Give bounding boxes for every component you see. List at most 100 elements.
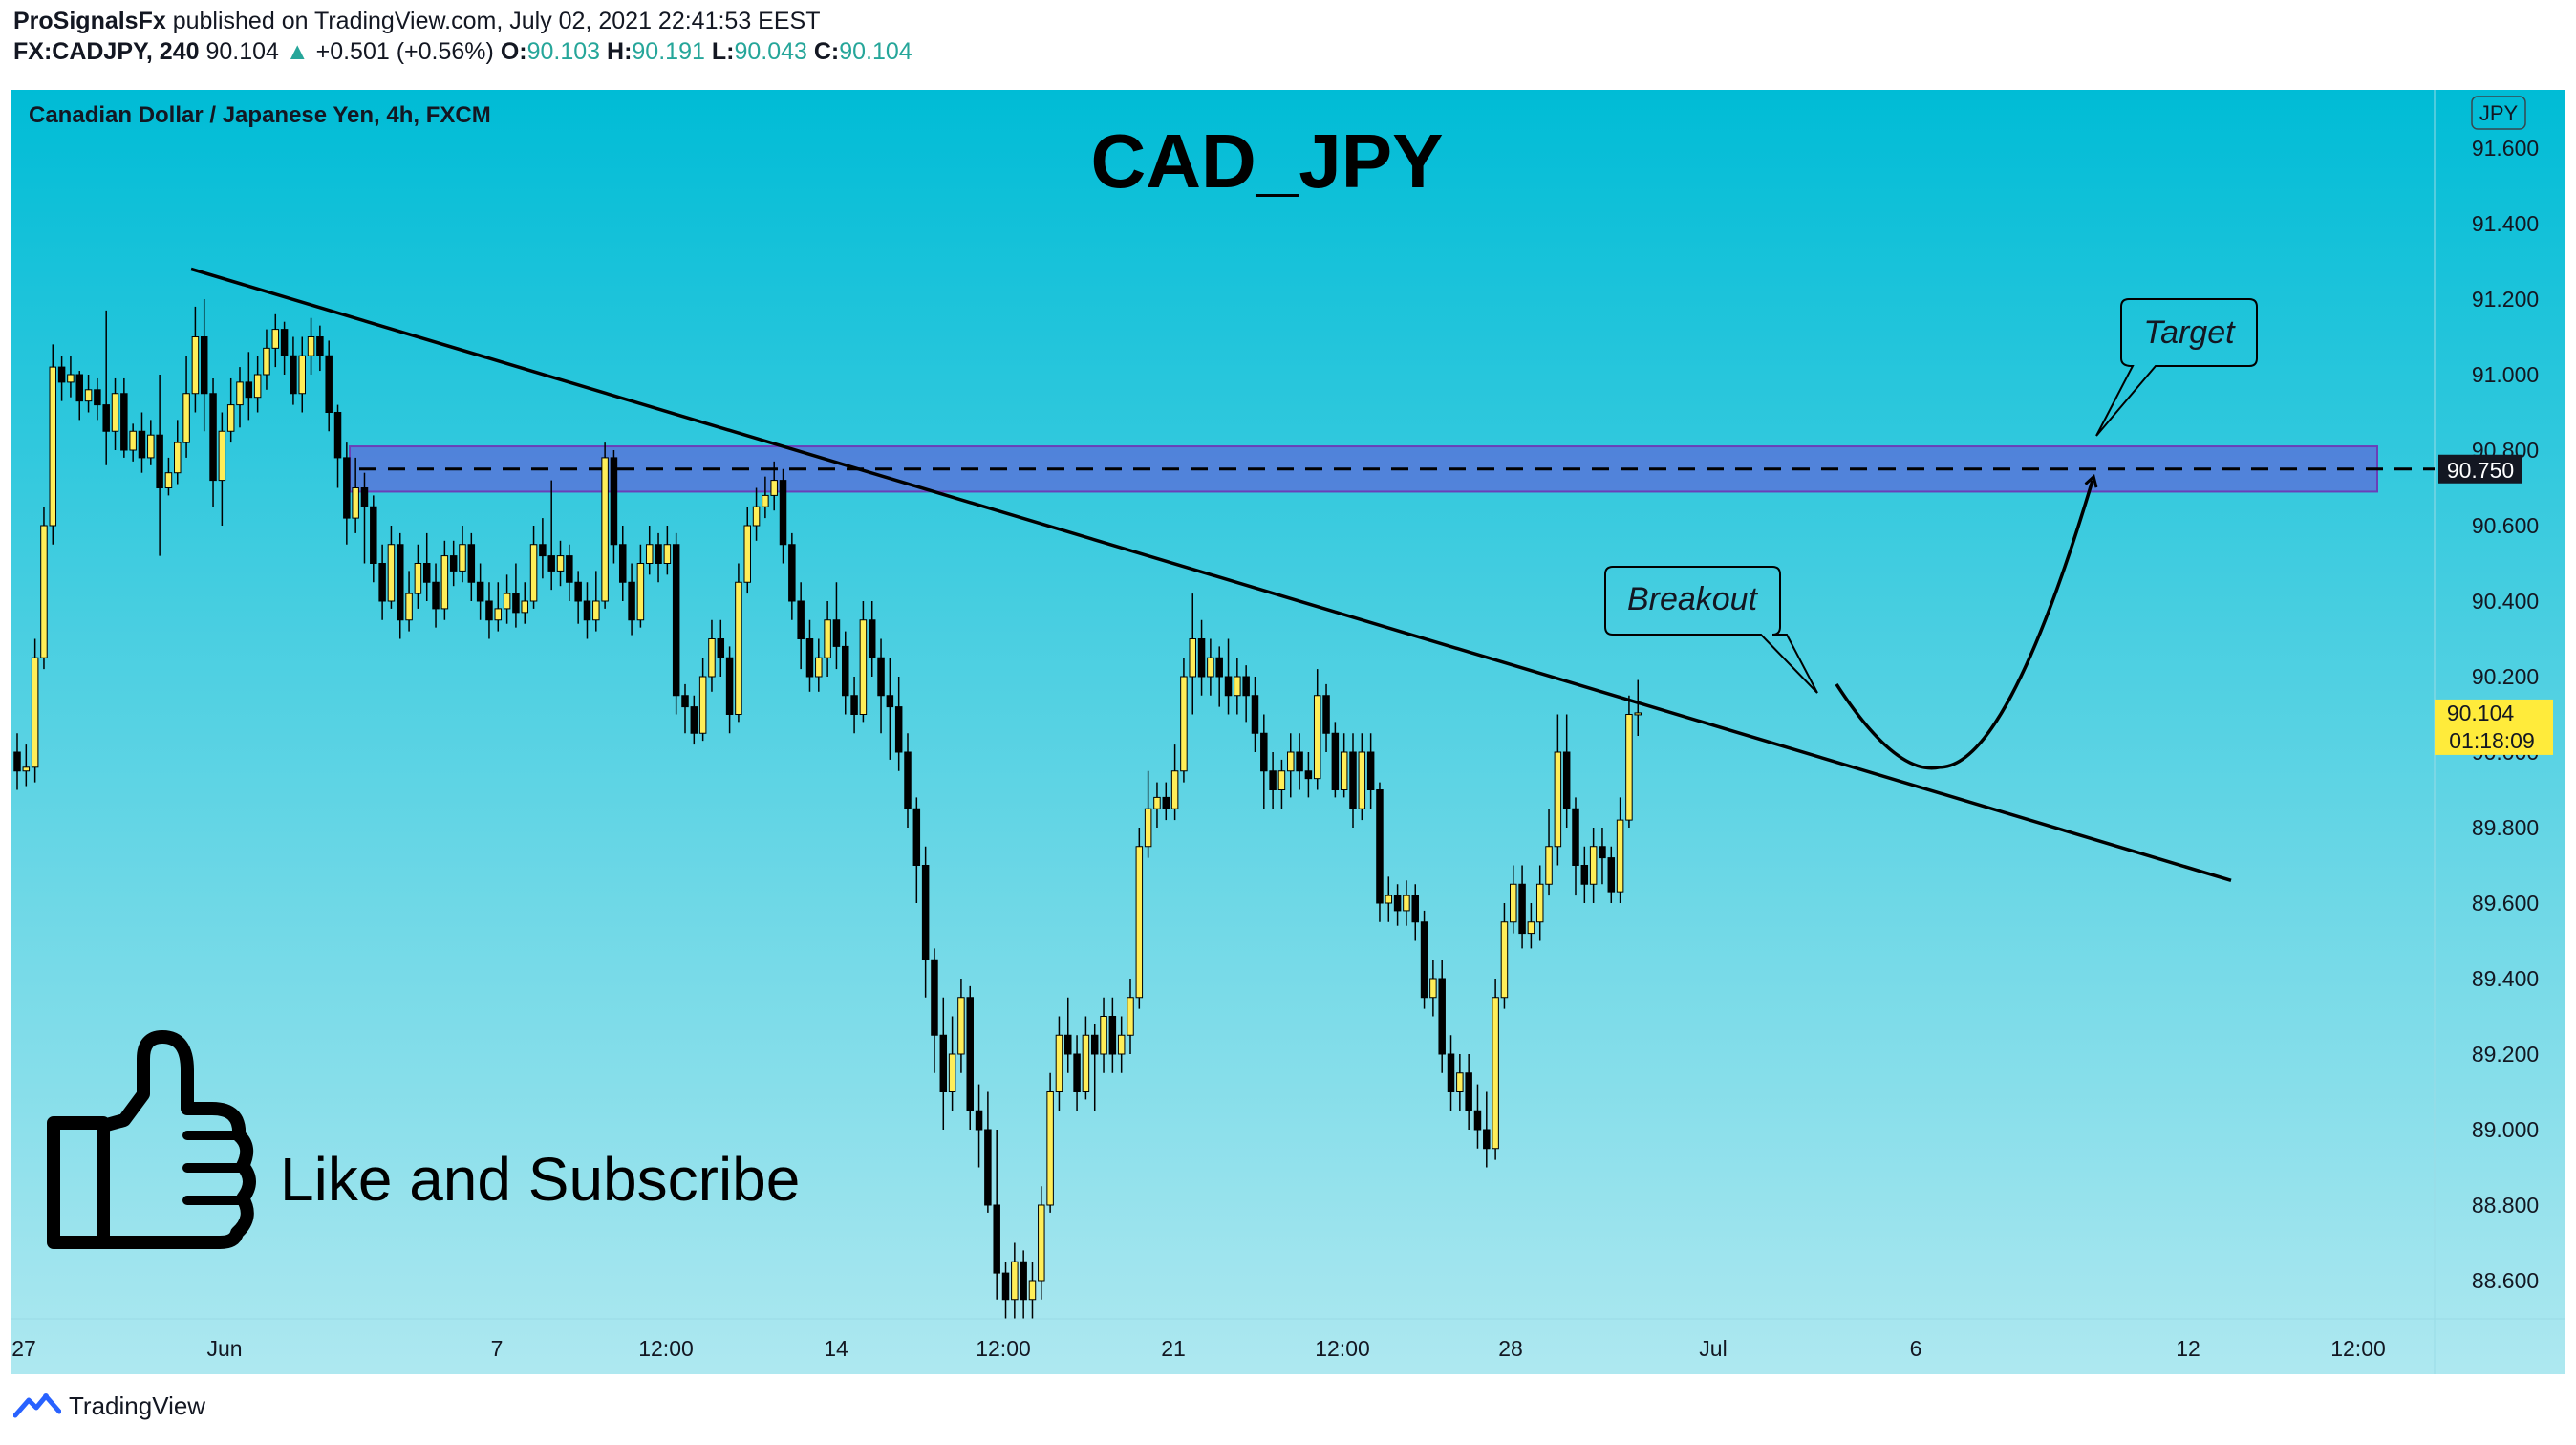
candle	[1411, 884, 1419, 941]
candle-body-up	[503, 593, 511, 610]
breakout-callout[interactable]: Breakout	[1604, 566, 1818, 694]
candle	[111, 377, 119, 450]
candle-body-down	[832, 619, 841, 647]
candle	[628, 563, 635, 636]
candle	[939, 997, 948, 1130]
candle-body-down	[485, 600, 493, 621]
candle-body-down	[512, 593, 520, 614]
candle	[209, 377, 217, 507]
candle-body-down	[1162, 796, 1170, 809]
candle	[566, 544, 573, 601]
candle-body-down	[842, 645, 849, 697]
candle-body-down	[1599, 846, 1606, 859]
candle-body-up	[1170, 770, 1179, 809]
candle-body-down	[717, 638, 725, 658]
candle	[1625, 695, 1633, 828]
candle	[1393, 884, 1402, 926]
footer-brand[interactable]: TradingView	[69, 1391, 206, 1420]
candle-body-down	[57, 366, 66, 383]
candle-body-down	[1376, 789, 1384, 904]
candle-body-down	[797, 600, 805, 639]
candle	[1429, 960, 1437, 1017]
candle-body-up	[957, 997, 965, 1055]
candle-body-up	[1403, 895, 1410, 912]
candle-body-up	[815, 657, 823, 678]
candle	[1589, 828, 1598, 903]
time-tick-label: 28	[1498, 1336, 1523, 1361]
candle	[1438, 960, 1446, 1073]
candle	[1260, 714, 1268, 809]
overlay-title: CAD_JPY	[1090, 119, 1443, 204]
candle	[325, 340, 333, 432]
candle-body-down	[779, 480, 787, 546]
author-name[interactable]: ProSignalsFx	[13, 8, 166, 34]
candle	[494, 582, 503, 632]
candle-body-down	[1020, 1261, 1027, 1301]
candle-body-down	[886, 695, 894, 708]
candle	[770, 461, 778, 511]
candle	[1304, 752, 1313, 798]
candle-body-down	[725, 657, 734, 715]
candle-body-down	[1572, 808, 1579, 866]
candle	[102, 310, 110, 465]
candle-body-down	[75, 374, 83, 402]
candle	[1170, 744, 1179, 821]
candle-body-down	[325, 355, 333, 413]
candle-body-up	[1100, 1016, 1107, 1055]
candle	[370, 495, 377, 583]
candle-body-up	[1038, 1204, 1045, 1282]
candle	[1483, 1091, 1491, 1168]
candle	[1403, 880, 1410, 926]
candle	[138, 412, 146, 473]
currency-badge[interactable]: JPY	[2471, 96, 2526, 130]
candle	[815, 638, 823, 692]
candle-body-down	[422, 563, 431, 583]
candle	[120, 377, 128, 458]
candle-body-down	[316, 336, 324, 356]
candle-body-down	[138, 430, 146, 459]
candle	[236, 367, 244, 428]
candle-body-down	[209, 393, 217, 482]
candle-body-down	[1349, 751, 1357, 809]
candle	[1366, 733, 1375, 809]
candle	[824, 601, 831, 677]
candle-body-down	[102, 404, 110, 432]
candle-body-up	[859, 619, 868, 715]
candle	[432, 563, 440, 628]
time-axis[interactable]: 27 Jun 7 12:00 14 12:00 21 12:00 28 Jul 6 12 12:00	[11, 1336, 2386, 1361]
change-arrow-icon: ▲	[285, 38, 310, 65]
candle-body-up	[1625, 714, 1633, 821]
breakout-callout-bubble	[1604, 566, 1818, 694]
target-callout[interactable]: Target	[2095, 298, 2258, 437]
trendline-layer[interactable]	[190, 267, 2232, 882]
candle-body-down	[343, 457, 351, 519]
cta-text: Like and Subscribe	[280, 1145, 800, 1214]
candle	[1108, 997, 1117, 1073]
candle-body-down	[1001, 1272, 1010, 1301]
breakout-callout-label: Breakout	[1627, 581, 1759, 617]
candle	[1376, 782, 1384, 922]
candle	[592, 571, 600, 632]
candle	[200, 299, 208, 432]
candle	[859, 601, 868, 722]
tradingview-logo-icon[interactable]	[13, 1391, 61, 1421]
time-tick-label: 6	[1910, 1336, 1922, 1361]
price-tick-label: 89.400	[2472, 966, 2539, 991]
open-label: O:	[500, 38, 527, 65]
candle	[975, 1084, 983, 1168]
time-tick-label: 12	[2176, 1336, 2200, 1361]
candle	[440, 540, 449, 620]
candle	[1599, 828, 1606, 885]
candle-body-down	[467, 544, 476, 583]
candle	[805, 619, 814, 692]
price-axis[interactable]: 91.60091.40091.20091.00090.80090.60090.4…	[2472, 136, 2539, 1293]
candle-body-up	[387, 544, 396, 602]
candle-body-up	[735, 581, 742, 715]
candle-body-down	[993, 1204, 1000, 1274]
price-tick-label: 89.600	[2472, 891, 2539, 916]
price-tick-label: 89.800	[2472, 815, 2539, 840]
candle	[556, 540, 565, 587]
candle-body-down	[1331, 732, 1340, 790]
candle-body-up	[147, 434, 155, 459]
